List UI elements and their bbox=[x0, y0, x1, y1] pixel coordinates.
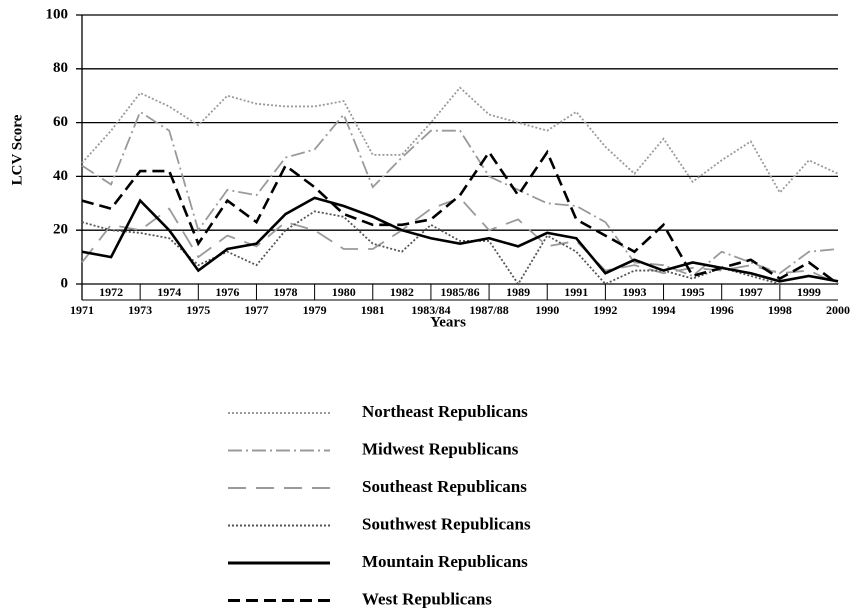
legend-label: West Republicans bbox=[362, 589, 492, 608]
series-line bbox=[81, 196, 839, 283]
x-tick-label: 1985/86 bbox=[440, 285, 479, 299]
x-tick-label: 1990 bbox=[535, 303, 559, 317]
x-tick-label: 1974 bbox=[157, 285, 181, 299]
legend-label: Northeast Republicans bbox=[362, 402, 528, 421]
x-axis-label: Years bbox=[430, 314, 466, 330]
x-tick-label: 1996 bbox=[710, 303, 734, 317]
y-tick-label: 60 bbox=[53, 114, 68, 130]
x-tick-label: 1997 bbox=[739, 285, 763, 299]
series-line bbox=[81, 86, 839, 195]
x-tick-label: 1989 bbox=[506, 285, 530, 299]
series-line bbox=[81, 110, 839, 277]
y-tick-label: 40 bbox=[53, 168, 68, 184]
x-tick-label: 1993 bbox=[622, 285, 646, 299]
x-tick-label: 1983/84 bbox=[411, 303, 450, 317]
x-tick-label: 1971 bbox=[70, 303, 94, 317]
x-tick-label: 1973 bbox=[128, 303, 152, 317]
x-tick-label: 1980 bbox=[332, 285, 356, 299]
x-tick-label: 1992 bbox=[593, 303, 617, 317]
x-tick-label: 1977 bbox=[244, 303, 268, 317]
legend-label: Southeast Republicans bbox=[362, 477, 527, 496]
series-line bbox=[81, 149, 839, 286]
x-tick-label: 1987/88 bbox=[469, 303, 508, 317]
y-tick-label: 20 bbox=[53, 222, 68, 238]
y-axis-label: LCV Score bbox=[9, 114, 25, 185]
x-tick-label: 1975 bbox=[186, 303, 210, 317]
x-tick-label: 1978 bbox=[274, 285, 298, 299]
x-tick-label: 1991 bbox=[564, 285, 588, 299]
x-tick-label: 1976 bbox=[215, 285, 239, 299]
x-tick-label: 1999 bbox=[797, 285, 821, 299]
x-tick-label: 1998 bbox=[768, 303, 792, 317]
y-tick-label: 80 bbox=[53, 60, 68, 76]
x-tick-label: 1982 bbox=[390, 285, 414, 299]
legend-label: Midwest Republicans bbox=[362, 439, 519, 458]
legend-label: Southwest Republicans bbox=[362, 514, 531, 533]
y-tick-label: 0 bbox=[61, 275, 69, 291]
y-tick-label: 100 bbox=[46, 6, 69, 22]
x-tick-label: 1981 bbox=[361, 303, 385, 317]
legend-label: Mountain Republicans bbox=[362, 552, 528, 571]
x-tick-label: 1979 bbox=[303, 303, 327, 317]
x-tick-label: 2000 bbox=[826, 303, 850, 317]
x-tick-label: 1995 bbox=[681, 285, 705, 299]
x-tick-label: 1972 bbox=[99, 285, 123, 299]
series-line bbox=[81, 210, 838, 286]
x-tick-label: 1994 bbox=[652, 303, 676, 317]
